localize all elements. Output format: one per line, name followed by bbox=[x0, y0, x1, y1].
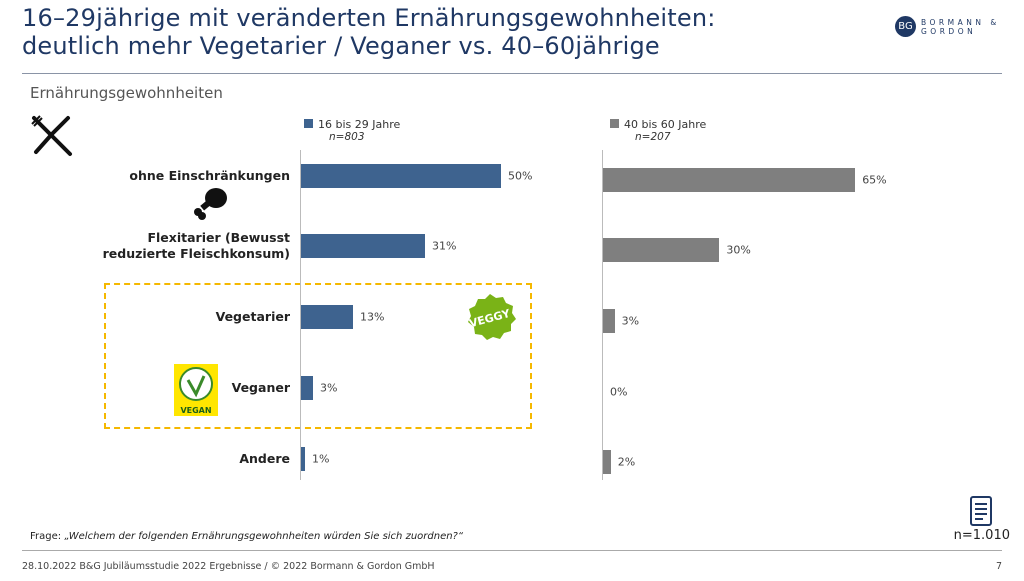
data-label: 3% bbox=[621, 314, 640, 328]
subtitle: Ernährungsgewohnheiten bbox=[30, 84, 223, 102]
category-label: Vegetarier bbox=[215, 309, 290, 324]
bar bbox=[603, 238, 720, 262]
legend-40-60: 40 bis 60 Jahre n=207 bbox=[610, 118, 706, 143]
header-divider bbox=[22, 73, 1002, 74]
question-prefix: Frage: bbox=[30, 531, 65, 542]
highlight-box bbox=[104, 283, 532, 429]
bar bbox=[301, 447, 305, 471]
title-line-2: deutlich mehr Vegetarier / Veganer vs. 4… bbox=[22, 32, 660, 60]
title-line-1: 16–29jährige mit veränderten Ernährungsg… bbox=[22, 4, 716, 32]
question-text: Frage: „Welchem der folgenden Ernährungs… bbox=[30, 531, 463, 542]
logo-text: BORMANN & GORDON bbox=[921, 17, 1000, 36]
data-label: 31% bbox=[432, 239, 457, 253]
bar bbox=[603, 450, 611, 474]
bar bbox=[301, 234, 425, 258]
category-label: Andere bbox=[239, 451, 290, 466]
data-label: 65% bbox=[862, 173, 887, 187]
axis-16-29 bbox=[300, 150, 301, 480]
tablet-survey-icon bbox=[970, 496, 992, 526]
question: „Welchem der folgenden Ernährungsgewohnh… bbox=[64, 531, 464, 542]
vegan-label-icon: VEGAN bbox=[174, 364, 218, 416]
legend-16-29: 16 bis 29 Jahre n=803 bbox=[304, 118, 400, 143]
bar bbox=[301, 376, 313, 400]
page-number: 7 bbox=[995, 561, 1002, 572]
category-label: Flexitarier (Bewusst reduzierte Fleischk… bbox=[102, 230, 290, 261]
legend-n: n=207 bbox=[635, 131, 671, 143]
bar bbox=[603, 168, 856, 192]
data-label: 50% bbox=[508, 169, 533, 183]
footer-text: 28.10.2022 B&G Jubiläumsstudie 2022 Erge… bbox=[22, 561, 435, 572]
data-label: 3% bbox=[320, 381, 338, 395]
legend-label: 16 bis 29 Jahre bbox=[318, 118, 401, 131]
data-label: 2% bbox=[617, 455, 636, 469]
veggy-badge-icon: VEGGY bbox=[468, 294, 516, 340]
legend-n: n=803 bbox=[329, 131, 365, 143]
chicken-leg-icon bbox=[194, 188, 227, 220]
page-title: 16–29jährige mit veränderten Ernährungsg… bbox=[22, 4, 716, 60]
vegan-text: VEGAN bbox=[180, 406, 211, 415]
logo-mark: BG bbox=[895, 16, 916, 37]
data-label: 1% bbox=[312, 452, 330, 466]
legend-swatch bbox=[304, 119, 313, 128]
data-label: 30% bbox=[726, 243, 751, 257]
bar bbox=[301, 164, 501, 188]
legend-swatch bbox=[610, 119, 619, 128]
cutlery-icon bbox=[31, 115, 72, 156]
axis-40-60 bbox=[602, 150, 603, 480]
data-label: 13% bbox=[360, 310, 385, 324]
category-label: ohne Einschränkungen bbox=[129, 168, 290, 183]
sample-size: n=1.010 bbox=[953, 528, 1010, 543]
category-label: Veganer bbox=[231, 380, 290, 395]
footer-divider bbox=[22, 550, 1002, 551]
data-label: 0% bbox=[610, 385, 628, 399]
legend-label: 40 bis 60 Jahre bbox=[624, 118, 707, 131]
logo: BG BORMANN & GORDON bbox=[895, 16, 1001, 37]
bar bbox=[301, 305, 353, 329]
bar bbox=[603, 309, 615, 333]
